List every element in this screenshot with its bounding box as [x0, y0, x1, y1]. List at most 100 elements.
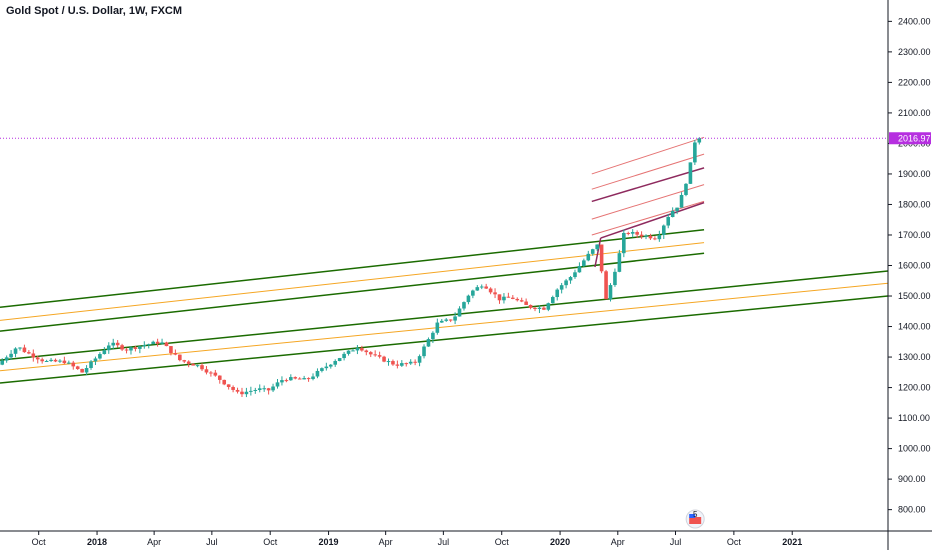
candle — [493, 288, 497, 299]
candle — [222, 379, 227, 386]
candle — [666, 213, 671, 229]
candle — [693, 140, 697, 165]
candle — [98, 352, 102, 360]
candle — [102, 347, 107, 355]
candle — [289, 374, 293, 381]
trendline-8[interactable] — [591, 167, 705, 203]
last-price-tag: 2016.97 — [889, 132, 931, 145]
trendline-7[interactable] — [591, 153, 705, 190]
price-tick-label: 1900.00 — [898, 169, 931, 179]
price-tick-label: 1500.00 — [898, 291, 931, 301]
candle — [422, 344, 426, 359]
candle — [244, 387, 249, 398]
candle — [62, 356, 67, 365]
price-tick-label: 2300.00 — [898, 47, 931, 57]
trendline-2[interactable] — [0, 252, 705, 332]
candle — [568, 275, 573, 284]
candle — [284, 378, 289, 383]
candle — [417, 354, 422, 367]
candle — [275, 379, 280, 389]
time-tick-label: Apr — [611, 537, 625, 547]
time-tick-label: Jul — [670, 537, 682, 547]
candle — [306, 377, 311, 382]
candle — [209, 371, 213, 377]
candle — [550, 295, 555, 304]
price-tick-label: 1600.00 — [898, 261, 931, 271]
candle — [151, 340, 155, 345]
trendline-10[interactable] — [591, 200, 705, 236]
candle — [58, 359, 62, 363]
candle — [546, 302, 551, 312]
candle — [84, 365, 89, 376]
candle — [320, 367, 324, 373]
candle — [653, 236, 657, 241]
candle — [368, 351, 373, 358]
candle — [280, 376, 284, 386]
candle — [213, 369, 218, 377]
candle — [608, 283, 613, 302]
candle — [679, 192, 684, 208]
candle — [564, 278, 568, 289]
candle — [173, 349, 178, 356]
candle — [80, 368, 84, 373]
candle — [337, 357, 342, 362]
candle — [471, 289, 475, 299]
trendline-12[interactable] — [594, 237, 602, 268]
candle — [435, 318, 440, 335]
candle — [426, 337, 431, 347]
trendline-6[interactable] — [591, 136, 705, 175]
candle — [684, 183, 688, 197]
price-tick-label: 1300.00 — [898, 352, 931, 362]
candle — [506, 292, 511, 298]
candle — [466, 294, 471, 305]
price-axis[interactable]: 800.00 900.00 1000.00 1100.00 1200.00 1300.00… — [887, 0, 931, 550]
time-tick-label: Oct — [32, 537, 47, 547]
candle — [133, 345, 138, 352]
trendline-11[interactable] — [600, 201, 705, 239]
trendline-3[interactable] — [0, 270, 889, 361]
candle — [178, 354, 182, 362]
flag-badge-icon[interactable]: 5 — [685, 509, 705, 529]
candle — [528, 304, 533, 310]
candle — [386, 358, 391, 366]
candle — [511, 295, 515, 300]
candle — [484, 283, 488, 289]
candle — [488, 287, 493, 295]
trendline-0[interactable] — [0, 229, 705, 309]
candle — [537, 305, 542, 314]
time-axis[interactable]: Oct 2018 Apr Jul Oct 2019 Apr Jul Oct 2020 Apr Jul O… — [0, 530, 932, 547]
candle — [200, 363, 204, 372]
candle — [120, 343, 124, 352]
price-tick-label: 1400.00 — [898, 322, 931, 332]
price-tick-label: 1200.00 — [898, 383, 931, 393]
candle — [195, 364, 200, 368]
trendline-1[interactable] — [0, 242, 705, 321]
candle — [240, 387, 244, 398]
trendline-4[interactable] — [0, 282, 889, 372]
candle — [351, 348, 355, 352]
price-tick-label: 1700.00 — [898, 230, 931, 240]
last-price-label: 2016.97 — [898, 133, 931, 143]
candle — [262, 385, 266, 392]
candle — [22, 344, 27, 353]
candle — [191, 363, 195, 366]
candle — [622, 229, 626, 258]
trendline-5[interactable] — [0, 295, 889, 384]
candle — [604, 269, 608, 300]
candle — [657, 230, 662, 242]
price-tick-label: 1100.00 — [898, 413, 930, 423]
candle — [595, 244, 599, 251]
time-tick-label: 2018 — [87, 537, 107, 547]
candle — [53, 358, 58, 363]
candle — [635, 230, 639, 239]
candle — [377, 351, 382, 359]
candle — [479, 284, 484, 290]
candle — [142, 341, 147, 349]
time-tick-label: Oct — [495, 537, 510, 547]
candle — [249, 386, 253, 396]
candle — [138, 345, 142, 354]
candle — [613, 268, 617, 287]
candle — [586, 250, 591, 262]
candle — [115, 340, 120, 348]
